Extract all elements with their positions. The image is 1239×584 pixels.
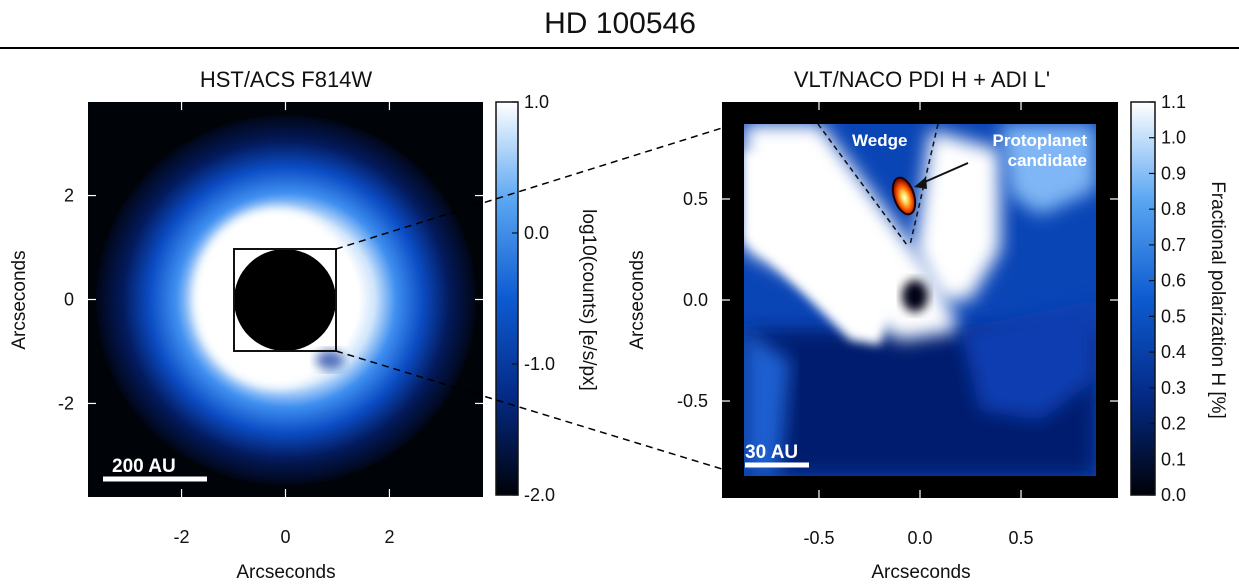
right-ytick-label: -0.5 bbox=[677, 391, 708, 411]
right-cb-tick-label: 0.6 bbox=[1161, 271, 1186, 291]
right-panel: VLT/NACO PDI H + ADI L' Wedge Protoplane… bbox=[627, 67, 1228, 583]
right-colorbar-ticks: 1.1 1.0 0.9 0.8 0.7 0.6 0.5 0.4 0.3 0.2 0.1 0.0 bbox=[1149, 92, 1186, 505]
coronagraph-occulter bbox=[234, 249, 336, 351]
scale-bar-right-label: 30 AU bbox=[745, 442, 798, 463]
left-axes: -2 0 2 -2 0 2 bbox=[58, 102, 483, 547]
left-xtick-label: 2 bbox=[384, 527, 394, 547]
figure-title: HD 100546 bbox=[544, 7, 696, 40]
zoom-connector-bottom bbox=[335, 350, 723, 470]
right-xtick-label: -0.5 bbox=[803, 528, 834, 548]
right-cb-tick-label: 0.1 bbox=[1161, 449, 1186, 469]
right-xtick-label: 0.0 bbox=[907, 528, 932, 548]
zoom-box bbox=[233, 248, 337, 352]
right-cb-tick-label: 1.0 bbox=[1161, 128, 1186, 148]
left-colorbar-ticks: 1.0 0.0 -1.0 -2.0 bbox=[512, 92, 555, 505]
right-ytick-label: 0.0 bbox=[683, 290, 708, 310]
right-cb-tick-label: 0.7 bbox=[1161, 235, 1186, 255]
right-cb-tick-label: 0.9 bbox=[1161, 163, 1186, 183]
left-panel-title: HST/ACS F814W bbox=[200, 67, 373, 92]
zoom-connector-top bbox=[335, 127, 723, 250]
right-cb-tick-label: 0.2 bbox=[1161, 414, 1186, 434]
left-xtick-label: 0 bbox=[280, 527, 290, 547]
left-colorbar-label: log10(counts) [e/s/px] bbox=[578, 209, 599, 391]
left-colorbar bbox=[495, 101, 519, 496]
right-ytick-label: 0.5 bbox=[683, 189, 708, 209]
protoplanet-arrow bbox=[919, 162, 969, 185]
protoplanet-arrowhead bbox=[914, 177, 927, 189]
left-xtick-label: -2 bbox=[174, 527, 190, 547]
right-colorbar bbox=[1130, 101, 1156, 496]
right-colorbar-label: Fractional polarization H [%] bbox=[1207, 181, 1228, 419]
protoplanet-label-line2: candidate bbox=[1008, 151, 1087, 170]
left-ytick-label: -2 bbox=[58, 393, 74, 413]
protoplanet-label-line1: Protoplanet bbox=[993, 131, 1088, 150]
right-cb-tick-label: 0.5 bbox=[1161, 306, 1186, 326]
left-panel: HST/ACS F814W 200 AU -2 0 2 -2 0 2 Arcseconds… bbox=[9, 67, 599, 583]
right-polarization-image bbox=[744, 124, 1096, 476]
right-ylabel: Arcseconds bbox=[627, 250, 648, 349]
right-cb-tick-label: 0.8 bbox=[1161, 199, 1186, 219]
right-xlabel: Arcseconds bbox=[871, 562, 970, 583]
right-cb-tick-label: 0.3 bbox=[1161, 378, 1186, 398]
left-xlabel: Arcseconds bbox=[236, 562, 335, 583]
scale-bar-left-label: 200 AU bbox=[112, 456, 176, 477]
left-ylabel: Arcseconds bbox=[9, 250, 30, 349]
right-axes: -0.5 0.0 0.5 0.5 0.0 -0.5 bbox=[677, 102, 1118, 548]
left-ytick-label: 0 bbox=[64, 290, 74, 310]
left-cb-tick-label: -2.0 bbox=[524, 485, 555, 505]
right-panel-title: VLT/NACO PDI H + ADI L' bbox=[794, 67, 1050, 92]
right-xtick-label: 0.5 bbox=[1009, 528, 1034, 548]
wedge-label: Wedge bbox=[852, 131, 907, 150]
left-cb-tick-label: 0.0 bbox=[524, 223, 549, 243]
protoplanet-candidate-marker bbox=[891, 176, 917, 216]
left-cb-tick-label: 1.0 bbox=[524, 92, 549, 112]
right-cb-tick-label: 0.4 bbox=[1161, 342, 1186, 362]
right-cb-tick-label: 1.1 bbox=[1161, 92, 1186, 112]
right-cb-tick-label: 0.0 bbox=[1161, 485, 1186, 505]
left-cb-tick-label: -1.0 bbox=[524, 354, 555, 374]
left-ytick-label: 2 bbox=[64, 186, 74, 206]
